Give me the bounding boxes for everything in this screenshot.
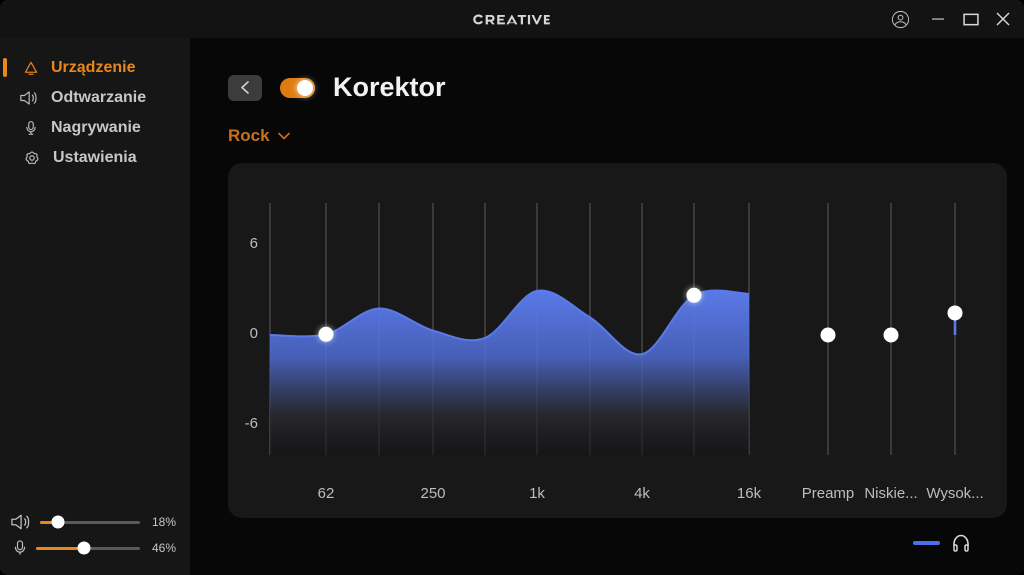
svg-text:4k: 4k <box>634 485 650 502</box>
svg-text:1k: 1k <box>529 485 545 502</box>
svg-text:Preamp: Preamp <box>802 485 855 502</box>
svg-text:250: 250 <box>420 485 445 502</box>
svg-text:-6: -6 <box>245 415 258 432</box>
svg-text:0: 0 <box>250 325 258 342</box>
svg-text:16k: 16k <box>737 485 762 502</box>
svg-text:Wysok...: Wysok... <box>926 485 983 502</box>
svg-text:6: 6 <box>250 235 258 252</box>
svg-text:62: 62 <box>318 485 335 502</box>
svg-text:Niskie...: Niskie... <box>864 485 917 502</box>
